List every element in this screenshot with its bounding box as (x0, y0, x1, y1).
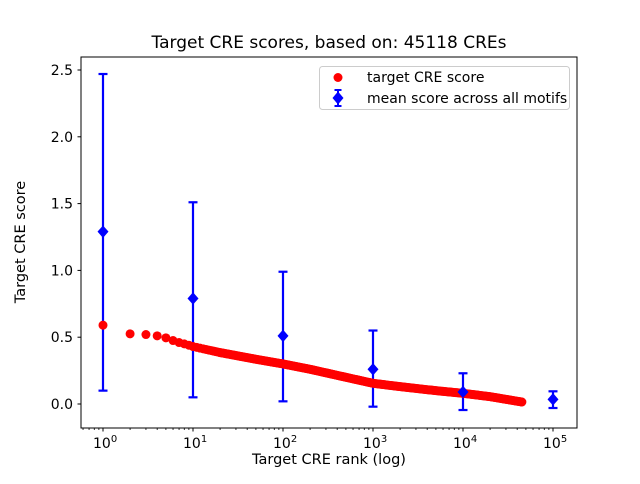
target-score-series (98, 320, 527, 407)
y-tick-label: 1.0 (51, 263, 73, 279)
legend-box (319, 66, 570, 110)
y-axis-label: Target CRE score (13, 181, 29, 304)
y-tick-label: 0.5 (51, 330, 73, 346)
y-tick-label: 2.5 (51, 63, 73, 79)
x-tick-label: 102 (273, 434, 297, 452)
x-axis-label: Target CRE rank (log) (251, 452, 406, 468)
mean-score-series (97, 225, 559, 406)
legend-diamond-errorbar-icon (332, 89, 344, 107)
y-tick-label: 1.5 (51, 197, 73, 213)
x-tick-label: 101 (183, 434, 207, 452)
legend-circle-marker-icon (333, 73, 343, 82)
y-tick-labels: 0.0 0.5 1.0 1.5 2.0 2.5 (51, 63, 73, 413)
mean-score-point (457, 385, 469, 399)
x-tick-label: 100 (93, 434, 117, 452)
errorbar-lines-layer (98, 72, 558, 412)
y-tick-label: 2.0 (51, 130, 73, 146)
legend-entry-mean-score: mean score across all motifs (367, 91, 567, 107)
legend: target CRE score mean score across all m… (319, 66, 570, 110)
x-tick-label: 105 (543, 434, 567, 452)
legend-entry-target-score: target CRE score (367, 70, 484, 86)
chart-title: Target CRE scores, based on: 45118 CREs (151, 33, 507, 53)
y-tick-label: 0.0 (51, 397, 73, 413)
x-axis-ticks (82, 428, 554, 432)
mean-score-point (367, 363, 379, 376)
mean-score-point (97, 225, 109, 238)
x-tick-label: 104 (453, 434, 477, 452)
plot-border (80, 56, 578, 429)
mean-score-point (277, 329, 289, 343)
mean-score-point (187, 292, 199, 305)
y-axis-ticks (77, 69, 81, 405)
x-tick-label: 103 (363, 434, 387, 452)
x-tick-labels: 100 101 102 103 104 105 (93, 434, 567, 452)
mean-score-point (547, 393, 559, 406)
